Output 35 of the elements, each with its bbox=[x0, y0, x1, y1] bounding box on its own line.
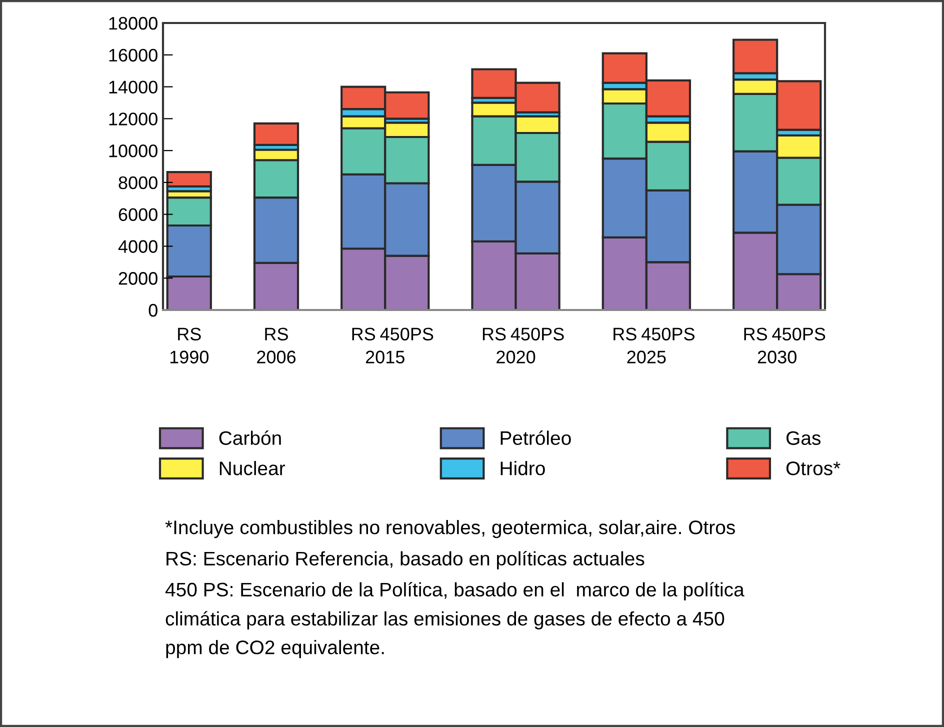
x-tick-label: 450PS bbox=[510, 328, 564, 340]
y-tick-label: 14000 bbox=[109, 80, 158, 94]
legend-label: Petróleo bbox=[500, 430, 571, 445]
legend-label: Hidro bbox=[500, 460, 545, 476]
x-tick-label: RS bbox=[614, 328, 636, 340]
text: 2030 bbox=[758, 350, 796, 364]
text: 450 PS: Escenario de la Política, basado en el marco de la política climática para estabilizar las emisiones de gases de efecto a 450 ppm de CO2 equivalente. bbox=[165, 582, 744, 658]
text: 2006 bbox=[257, 350, 296, 364]
legend-label: Gas bbox=[786, 431, 820, 445]
text: 2015 bbox=[366, 350, 404, 364]
y-tick-label: 16000 bbox=[109, 48, 158, 62]
legend-label: Nuclear bbox=[220, 460, 286, 476]
y-tick-label: 12000 bbox=[109, 112, 158, 126]
x-tick-label: 450PS bbox=[642, 328, 694, 340]
legend-label: Otros* bbox=[786, 461, 840, 476]
y-tick-label: 0 bbox=[148, 304, 158, 317]
text: 1990 bbox=[170, 350, 209, 364]
x-tick-label: RS bbox=[178, 328, 201, 340]
legend-label: Carbón bbox=[219, 430, 281, 445]
x-tick-label: RS bbox=[744, 328, 768, 340]
y-tick-label: 18000 bbox=[109, 16, 158, 30]
text: *Incluye combustibles no renovables, geotermica, solar,aire. Otros bbox=[165, 520, 735, 538]
y-tick-label: 8000 bbox=[118, 176, 158, 190]
y-tick-label: 4000 bbox=[118, 240, 158, 253]
text: 2020 bbox=[496, 350, 536, 364]
x-tick-label: RS bbox=[352, 328, 376, 340]
y-tick-label: 10000 bbox=[109, 144, 158, 158]
text: 2025 bbox=[627, 350, 666, 364]
x-tick-label: 450PS bbox=[772, 328, 826, 340]
x-tick-label: RS bbox=[482, 328, 506, 340]
y-tick-label: 6000 bbox=[118, 208, 158, 222]
x-tick-label: RS bbox=[265, 328, 288, 340]
y-tick-label: 2000 bbox=[118, 272, 158, 285]
x-tick-label: 450PS bbox=[380, 328, 434, 340]
text: RS: Escenario Referencia, basado en políticas actuales bbox=[166, 551, 644, 570]
